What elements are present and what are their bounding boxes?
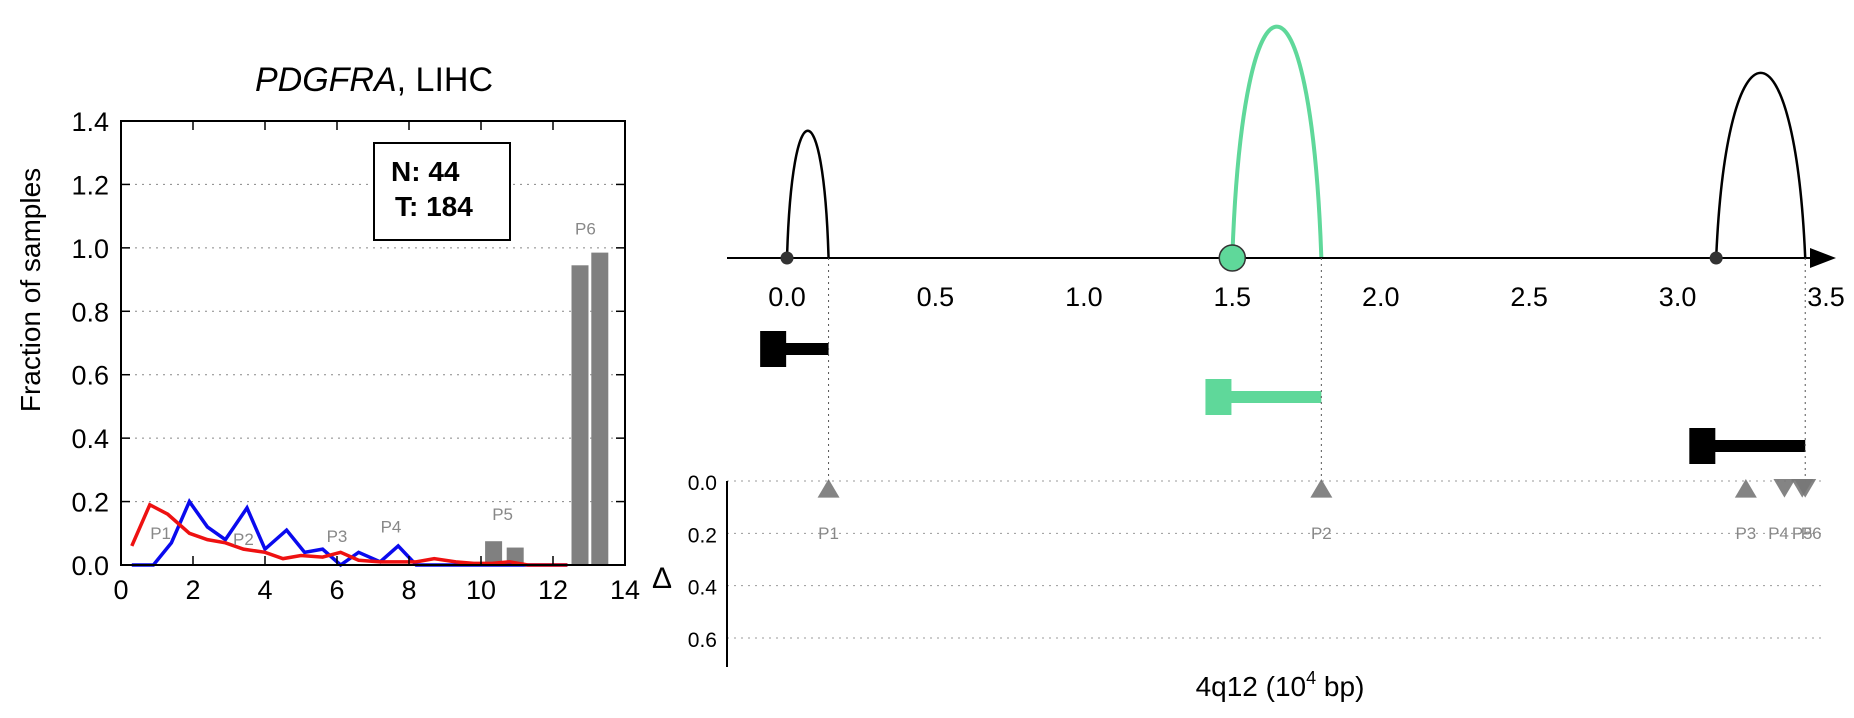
genomic-tick-label: 0.0 (768, 282, 806, 312)
splice-arc (1230, 24, 1324, 259)
delta-tick-label: 0.2 (688, 524, 717, 547)
y-tick-label: 0.6 (71, 361, 109, 391)
splice-arc (785, 129, 830, 259)
chart-title-gene: PDGFRA (255, 61, 397, 99)
genomic-tick-label: 1.0 (1065, 282, 1103, 312)
y-tick-label: 0.2 (71, 488, 109, 518)
peak-marker-label: P4 (1768, 524, 1789, 543)
splice-node (1218, 244, 1247, 272)
peak-label: P3 (327, 527, 348, 546)
splice-nodes (780, 244, 1723, 272)
delta-grid (727, 480, 1826, 639)
chart-title: PDGFRA, LIHC (255, 61, 493, 99)
x-tick-label: 8 (401, 575, 416, 605)
x-tick-label: 10 (466, 575, 496, 605)
peak-label: P1 (150, 524, 171, 543)
x-tick-label: 2 (185, 575, 200, 605)
x-axis-ticks: 0 2 4 6 8 10 12 14 (113, 121, 640, 605)
sample-count-frame (373, 142, 511, 241)
isoform-body (784, 343, 829, 355)
tumor-count: T: 184 (395, 191, 473, 222)
splice-arcs (785, 24, 1807, 259)
delta-axis-label: Δ (652, 562, 672, 595)
normal-count: N: 44 (391, 156, 460, 187)
peak-marker-label: P3 (1735, 524, 1756, 543)
isoform-start-block (1205, 379, 1232, 415)
isoforms (760, 331, 1806, 464)
peak-marker-label: P5 (1792, 524, 1813, 543)
y-tick-label: 1.4 (71, 107, 109, 137)
peak-labels: P1 P2 P3 P4 P5 P6 (150, 219, 596, 549)
genomic-tick-label: 2.5 (1510, 282, 1548, 312)
coverage-chart: PDGFRA, LIHC Fraction of samples P1 P2 P3P… (15, 61, 640, 605)
y-axis-label: Fraction of samples (15, 168, 46, 412)
genomic-tick-label: 3.5 (1807, 282, 1845, 312)
tumor-series-line (130, 502, 568, 567)
peak-markers (817, 478, 1817, 498)
y-tick-label: 0.4 (71, 424, 109, 454)
genomic-axis-ticks: 0.0 0.5 1.0 1.5 2.0 2.5 3.0 3.5 (768, 282, 1845, 312)
peak-marker-label: P1 (818, 524, 839, 543)
peak-label: P2 (233, 530, 254, 549)
splice-node (780, 251, 794, 265)
genomic-axis-label-unit: bp) (1316, 671, 1364, 702)
y-tick-label: 1.2 (71, 170, 109, 200)
y-tick-label: 0.0 (71, 551, 109, 581)
peak-label: P4 (381, 517, 402, 536)
genomic-tick-label: 1.5 (1214, 282, 1252, 312)
splice-node (1709, 251, 1723, 265)
plot-frame (120, 120, 626, 566)
genomic-tick-label: 0.5 (917, 282, 955, 312)
isoform-start-block (1689, 428, 1716, 464)
peak-bar (571, 265, 589, 565)
isoform-body (1229, 391, 1322, 403)
delta-tick-label: 0.6 (688, 629, 717, 652)
delta-tick-label: 0.0 (688, 472, 717, 495)
x-tick-label: 0 (113, 575, 128, 605)
splice-arc (1714, 71, 1807, 259)
genomic-axis-label-exponent: 4 (1306, 668, 1316, 688)
peak-marker-label: P2 (1311, 524, 1332, 543)
x-tick-label: 12 (538, 575, 568, 605)
gene-structure-plot: 0.0 0.5 1.0 1.5 2.0 2.5 3.0 3.5 Δ 0.00.20.40.6 … (652, 24, 1845, 702)
x-tick-label: 4 (257, 575, 272, 605)
x-tick-label: 6 (329, 575, 344, 605)
peak-marker (1310, 478, 1333, 498)
genomic-axis-label: 4q12 (104 bp) (1196, 668, 1365, 702)
peak-marker (1794, 478, 1817, 498)
genomic-tick-label: 3.0 (1659, 282, 1697, 312)
y-axis-ticks: 0.0 0.2 0.4 0.6 0.8 1.0 1.2 1.4 (71, 107, 625, 581)
peak-bar (485, 541, 503, 565)
peak-marker-label: P6 (1801, 524, 1822, 543)
peak-guide-lines (828, 258, 1806, 484)
peak-label: P5 (492, 505, 513, 524)
peak-label: P6 (575, 219, 596, 238)
peak-bar (591, 252, 609, 565)
genomic-axis-label-base: 4q12 (10 (1196, 671, 1307, 702)
peak-marker (1734, 478, 1757, 498)
sample-count-box: N: 44 T: 184 (373, 142, 511, 241)
delta-axis-ticks: 0.0 0.2 0.4 0.6 (688, 472, 718, 652)
y-tick-label: 1.0 (71, 234, 109, 264)
peak-marker (817, 478, 840, 498)
peak-bars (485, 252, 609, 565)
peak-marker (1773, 478, 1796, 498)
y-tick-label: 0.8 (71, 297, 109, 327)
x-tick-label: 14 (610, 575, 640, 605)
isoform-body (1713, 440, 1806, 452)
genomic-tick-label: 2.0 (1362, 282, 1400, 312)
chart-title-cohort: , LIHC (397, 61, 493, 99)
isoform-start-block (760, 331, 787, 367)
genomic-axis-arrowhead (1810, 248, 1836, 268)
delta-tick-label: 0.4 (688, 577, 718, 600)
